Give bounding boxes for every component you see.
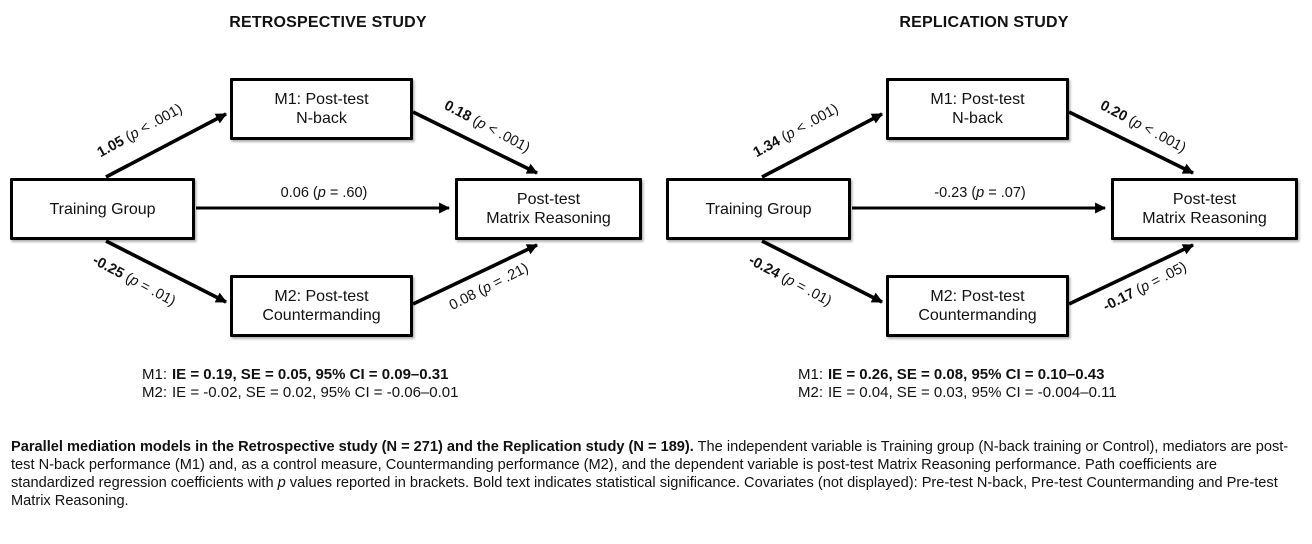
node-label-line1: M2: Post-test — [274, 288, 369, 305]
node-m2-countermanding: M2: Post-test Countermanding — [230, 275, 413, 337]
path-arrows — [761, 110, 1194, 306]
node-label: Training Group — [49, 200, 156, 218]
node-matrix-reasoning: Post-test Matrix Reasoning — [1111, 178, 1298, 240]
node-label-line2: N-back — [952, 110, 1003, 127]
arrow-x-to-m2 — [105, 239, 227, 304]
path-label-direct: -0.23 (p = .07) — [934, 185, 1026, 201]
node-label-line1: M1: Post-test — [274, 91, 369, 108]
figure-caption: Parallel mediation models in the Retrosp… — [11, 438, 1303, 510]
diagram-title-replication: REPLICATION STUDY — [899, 14, 1069, 31]
node-m2-countermanding: M2: Post-test Countermanding — [886, 275, 1069, 337]
node-label: Training Group — [705, 200, 812, 218]
arrow-m2-to-y — [1068, 243, 1194, 306]
node-matrix-reasoning: Post-test Matrix Reasoning — [455, 178, 642, 240]
arrow-m1-to-y — [412, 110, 538, 175]
node-label-line2: Matrix Reasoning — [1142, 210, 1267, 227]
path-label-direct: 0.06 (p = .60) — [280, 185, 368, 201]
caption-body-1: The independent variable is Training gro… — [11, 439, 1289, 491]
node-m1-nback: M1: Post-test N-back — [886, 78, 1069, 140]
node-label-line2: Countermanding — [918, 307, 1037, 324]
arrow-x-to-m2 — [761, 239, 883, 304]
diagram-title-retrospective: RETROSPECTIVE STUDY — [229, 14, 427, 31]
indirect-effect-stats: M1: IE = 0.19, SE = 0.05, 95% CI = 0.09–0… — [142, 366, 458, 402]
path-arrows — [105, 110, 538, 306]
stats-line-m1: M1: IE = 0.26, SE = 0.08, 95% CI = 0.10–0… — [798, 366, 1105, 383]
node-m1-nback: M1: Post-test N-back — [230, 78, 413, 140]
node-label-line1: M2: Post-test — [930, 288, 1025, 305]
node-label-line2: N-back — [296, 110, 347, 127]
node-training-group: Training Group — [666, 178, 851, 240]
caption-bold-lead: Parallel mediation models in the Retrosp… — [11, 439, 694, 455]
node-label-line1: M1: Post-test — [930, 91, 1025, 108]
arrow-x-to-m1 — [105, 112, 227, 179]
caption-p-italic: p — [277, 475, 286, 491]
stats-line-m2: M2: IE = 0.04, SE = 0.03, 95% CI = -0.004… — [798, 384, 1117, 401]
arrow-m1-to-y — [1068, 110, 1194, 175]
stats-line-m1: M1: IE = 0.19, SE = 0.05, 95% CI = 0.09–0… — [142, 366, 449, 383]
node-label-line2: Countermanding — [262, 307, 381, 324]
stats-line-m2: M2: IE = -0.02, SE = 0.02, 95% CI = -0.06… — [142, 384, 459, 401]
node-label-line2: Matrix Reasoning — [486, 210, 611, 227]
node-label-line1: Post-test — [1172, 191, 1237, 208]
arrow-m2-to-y — [412, 243, 538, 306]
node-training-group: Training Group — [10, 178, 195, 240]
diagram-replication: REPLICATION STUDY Training Group M1: Pos… — [656, 0, 1312, 435]
indirect-effect-stats: M1: IE = 0.26, SE = 0.08, 95% CI = 0.10–0… — [798, 366, 1117, 402]
arrow-x-to-m1 — [761, 112, 883, 179]
caption-body-2: values reported in brackets. Bold text i… — [11, 475, 1278, 509]
diagram-retrospective: RETROSPECTIVE STUDY Training Group M1: P… — [0, 0, 656, 435]
node-label-line1: Post-test — [516, 191, 581, 208]
